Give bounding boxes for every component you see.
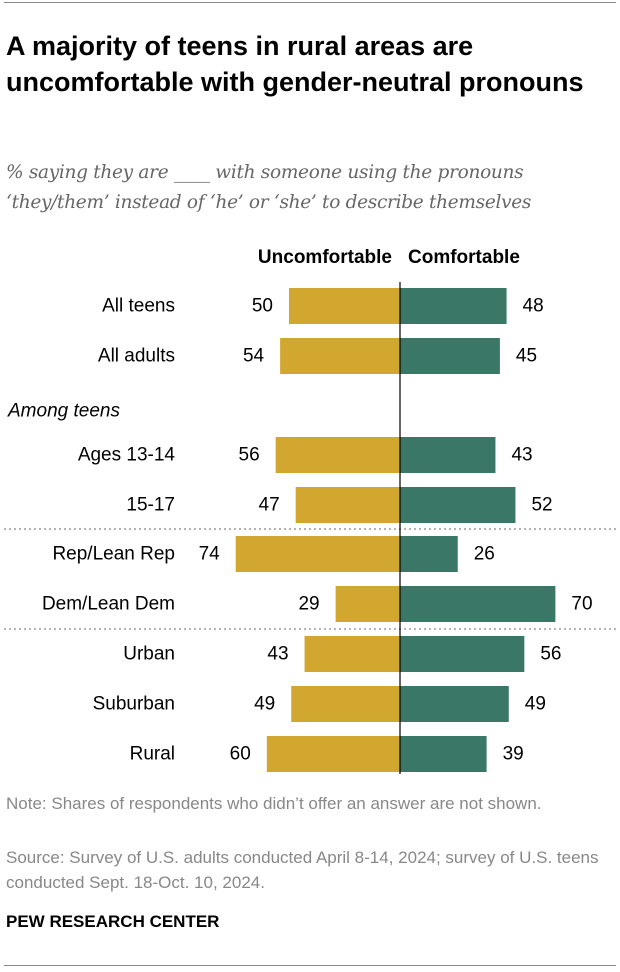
value-label-comfortable: 26 (474, 544, 495, 565)
value-label-uncomfortable: 60 (230, 744, 251, 765)
value-label-comfortable: 49 (525, 694, 546, 715)
bar-comfortable (400, 586, 556, 622)
category-label: Ages 13-14 (78, 445, 176, 466)
value-label-uncomfortable: 47 (259, 495, 280, 516)
source: Source: Survey of U.S. adults conducted … (6, 848, 599, 892)
group-label: Among teens (7, 401, 120, 422)
value-label-comfortable: 70 (571, 594, 592, 615)
bar-uncomfortable (235, 536, 400, 572)
category-label: Urban (123, 644, 175, 665)
bar-uncomfortable (275, 437, 400, 473)
bar-uncomfortable (280, 338, 400, 374)
brand-logo: PEW RESEARCH CENTER (6, 912, 220, 931)
bar-comfortable (400, 536, 458, 572)
value-label-comfortable: 56 (540, 644, 561, 665)
bar-uncomfortable (291, 686, 400, 722)
category-label: All adults (98, 346, 175, 367)
value-label-uncomfortable: 43 (267, 644, 288, 665)
bar-uncomfortable (289, 288, 400, 324)
bar-comfortable (400, 288, 507, 324)
value-label-uncomfortable: 50 (252, 296, 273, 317)
value-label-uncomfortable: 56 (239, 445, 260, 466)
value-label-comfortable: 39 (503, 744, 524, 765)
category-label: Dem/Lean Dem (42, 594, 175, 615)
bar-uncomfortable (335, 586, 400, 622)
bar-comfortable (400, 338, 500, 374)
bar-comfortable (400, 487, 516, 523)
value-label-uncomfortable: 29 (298, 594, 319, 615)
category-label: All teens (102, 296, 175, 317)
column-header-comfortable: Comfortable (408, 247, 520, 268)
value-label-comfortable: 48 (523, 296, 544, 317)
bottom-rule (4, 965, 616, 966)
bar-uncomfortable (304, 636, 400, 672)
value-label-comfortable: 52 (531, 495, 552, 516)
category-label: Rural (130, 744, 175, 765)
bar-comfortable (400, 686, 509, 722)
top-rule (4, 2, 616, 3)
value-label-uncomfortable: 54 (243, 346, 265, 367)
category-label: 15-17 (126, 495, 175, 516)
column-header-uncomfortable: Uncomfortable (257, 247, 392, 268)
value-label-comfortable: 45 (516, 346, 537, 367)
bar-comfortable (400, 636, 525, 672)
category-label: Rep/Lean Rep (52, 544, 175, 565)
category-label: Suburban (93, 694, 175, 715)
chart-subtitle: % saying they are ____ with someone usin… (6, 162, 532, 213)
bar-comfortable (400, 736, 487, 772)
value-label-uncomfortable: 49 (254, 694, 275, 715)
chart: 50 48 All teens 54 45 All adults 56 43 Ages 13-1… (4, 282, 616, 774)
value-label-comfortable: 43 (511, 445, 532, 466)
chart-title: A majority of teens in rural areas are u… (6, 31, 584, 97)
bar-uncomfortable (266, 736, 400, 772)
bar-uncomfortable (295, 487, 400, 523)
bar-comfortable (400, 437, 496, 473)
value-label-uncomfortable: 74 (199, 544, 221, 565)
note: Note: Shares of respondents who didn’t o… (6, 794, 542, 813)
